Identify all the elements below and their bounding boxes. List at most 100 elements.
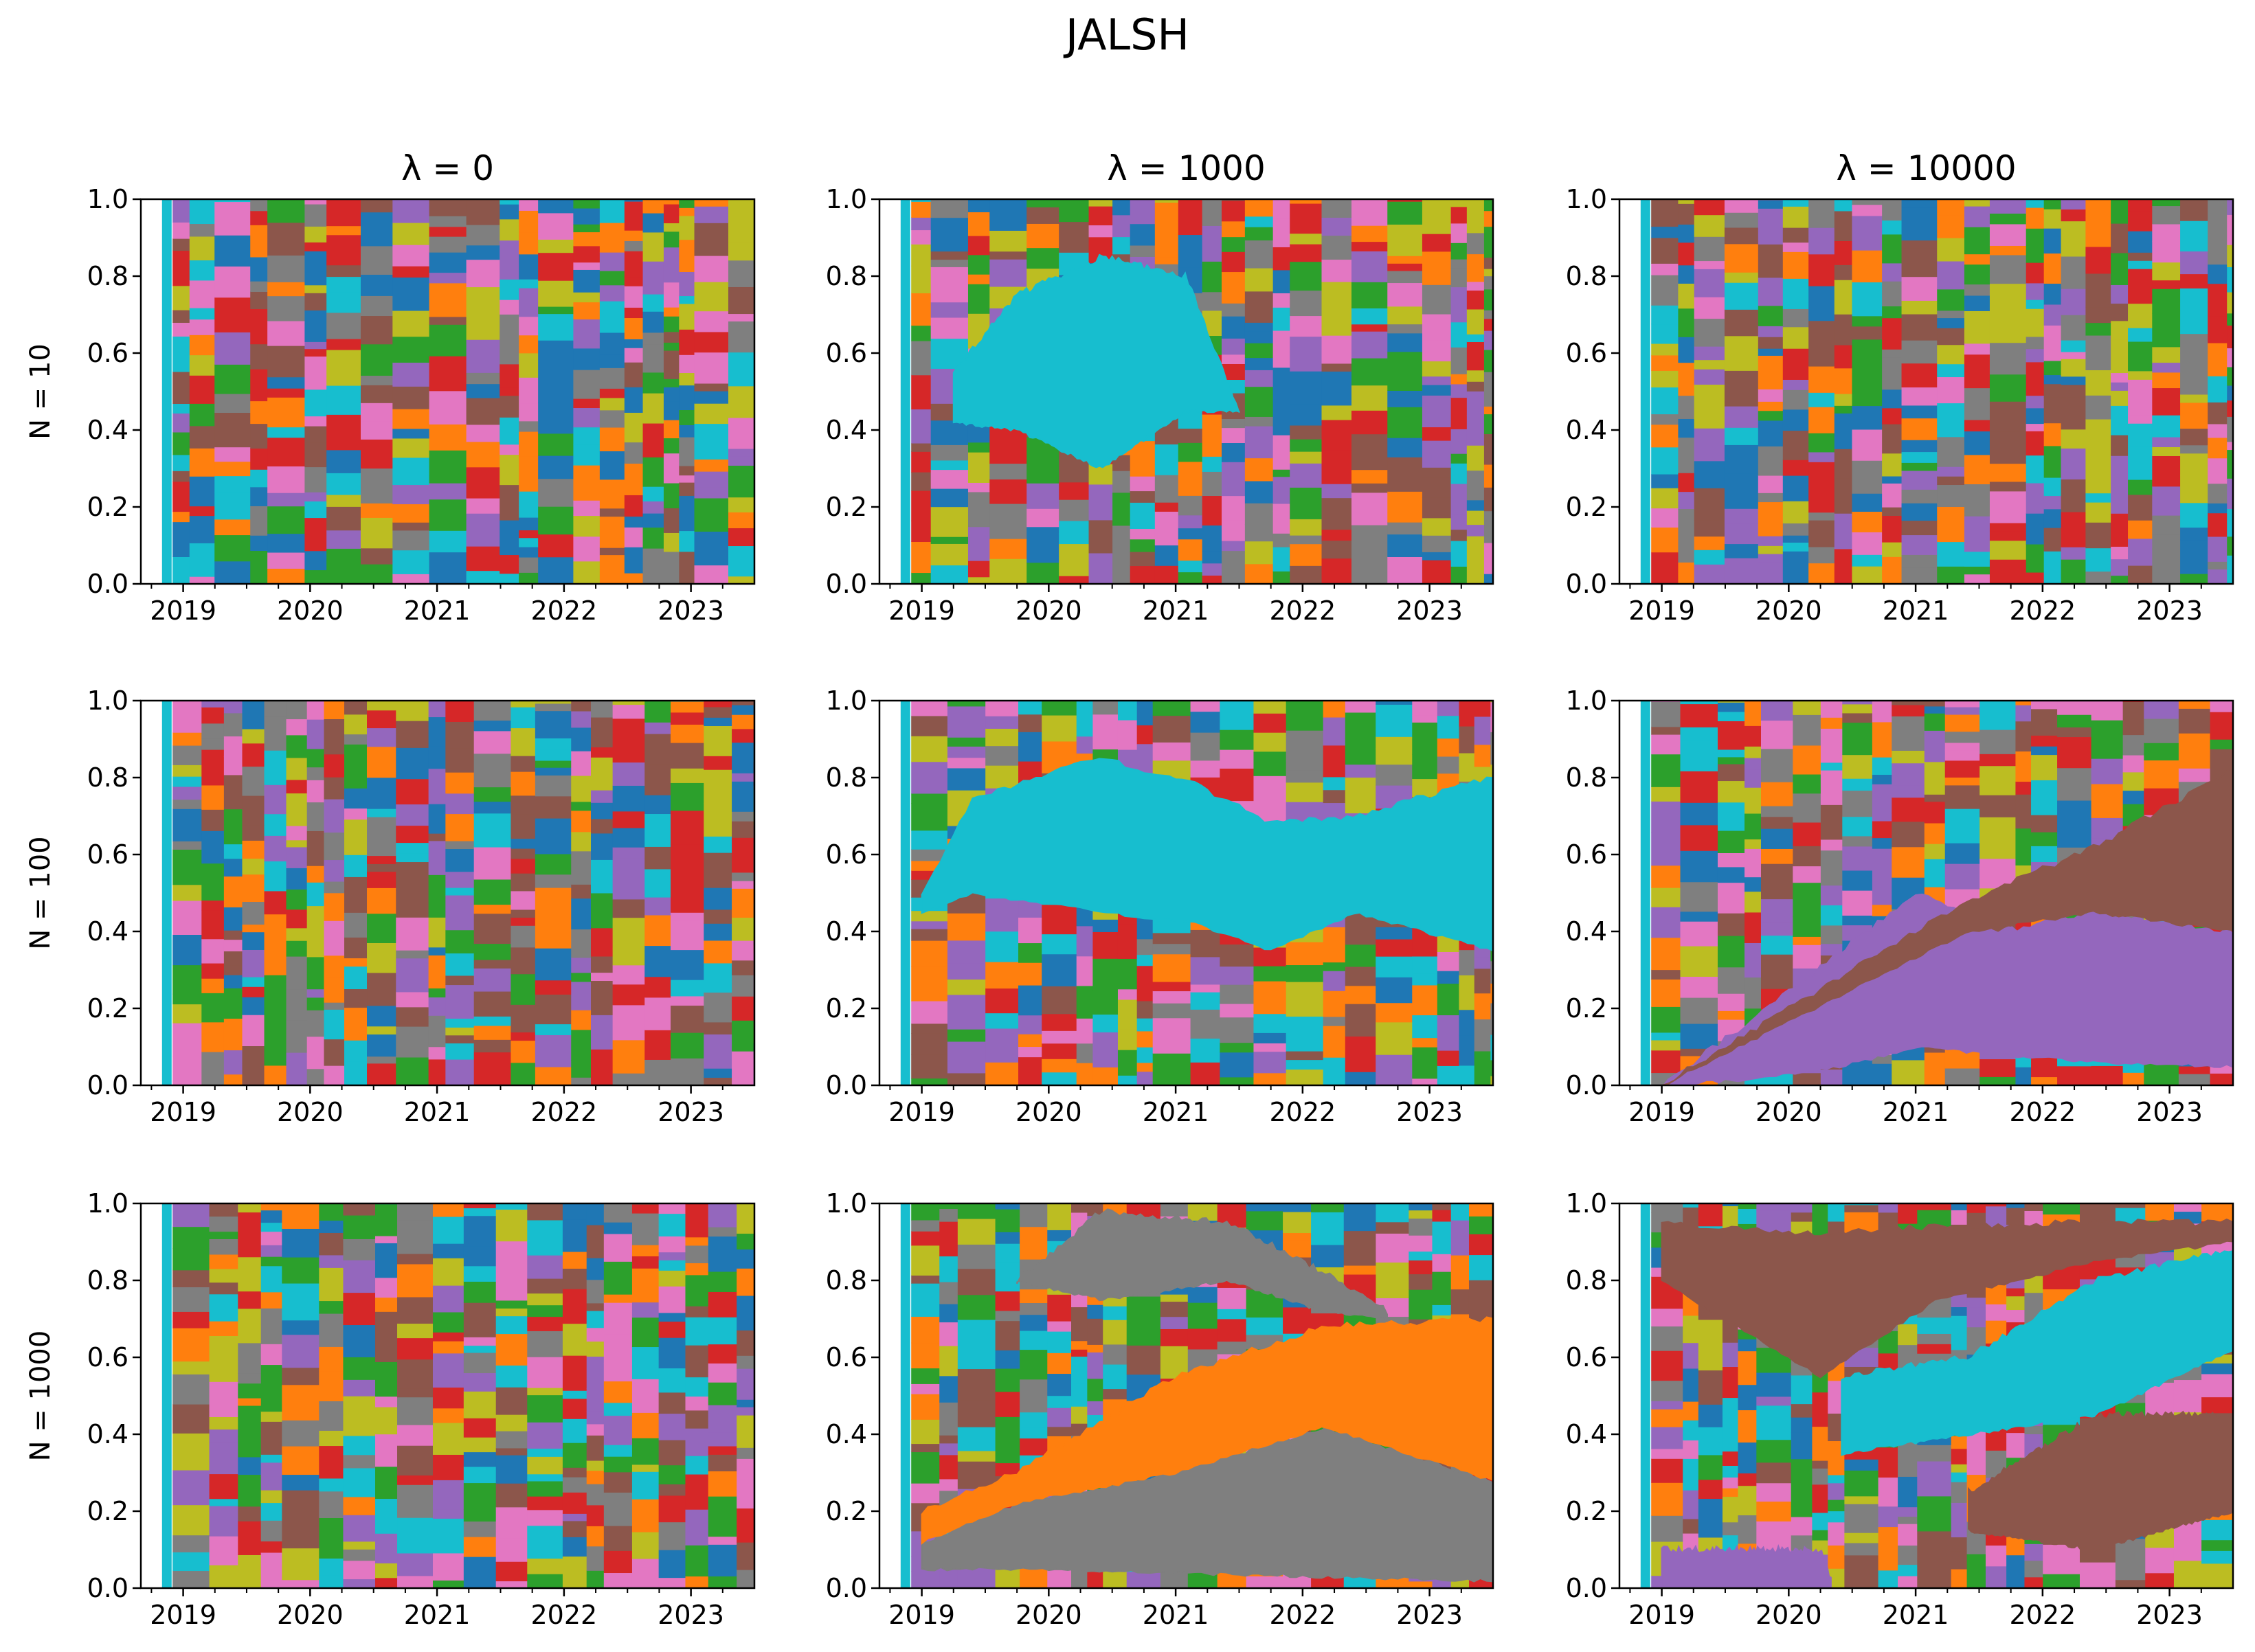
weight-band (1820, 717, 1843, 729)
weight-band (429, 324, 467, 357)
weight-band (1217, 1341, 1247, 1355)
weight-band (214, 201, 251, 236)
weight-band (732, 881, 754, 889)
weight-band (267, 552, 305, 569)
x-tick-label: 2020 (1755, 1097, 1822, 1127)
weight-band (1290, 298, 1323, 317)
weight-band (573, 199, 601, 209)
weight-band (527, 1509, 563, 1526)
weight-band (223, 930, 243, 940)
weight-band (463, 1509, 497, 1522)
weight-band (603, 1525, 633, 1551)
weight-band (1651, 1203, 1683, 1213)
weight-band (1286, 964, 1324, 982)
weight-band (396, 701, 429, 721)
weight-band (1724, 370, 1759, 407)
weight-band (1190, 701, 1220, 712)
weight-band (466, 259, 500, 288)
weight-band (1474, 968, 1491, 994)
weight-band (2180, 394, 2208, 403)
weight-band (2057, 714, 2092, 727)
weight-band (2015, 854, 2032, 865)
weight-band (445, 1018, 475, 1028)
weight-band (282, 1282, 319, 1309)
weight-band (1842, 835, 1873, 847)
weight-band (1828, 1474, 1845, 1484)
weight-band (2043, 495, 2062, 510)
weight-band (1152, 943, 1191, 955)
weight-band (685, 1509, 709, 1546)
weight-band (260, 1475, 282, 1491)
axes-frame (1618, 699, 2234, 1087)
weight-band (1760, 720, 1793, 749)
weight-band (1253, 751, 1287, 776)
weight-band (1474, 701, 1491, 717)
weight-band (209, 1442, 238, 1475)
weight-band (397, 1475, 434, 1485)
weight-band (1178, 572, 1203, 584)
weight-band (728, 260, 754, 287)
weight-band (2026, 407, 2045, 425)
weight-band (957, 1244, 996, 1269)
x-tick-label: 2022 (2010, 1600, 2076, 1630)
weight-band (495, 1333, 528, 1366)
weight-band (535, 710, 572, 738)
weight-band (995, 1350, 1020, 1369)
weight-band (1450, 223, 1468, 243)
weight-band (995, 1391, 1020, 1417)
weight-band (1323, 716, 1346, 746)
weight-band (223, 736, 243, 757)
weight-band (612, 964, 645, 985)
x-tick-label: 2022 (2010, 596, 2076, 626)
weight-band (201, 900, 225, 911)
weight-band (1793, 822, 1821, 846)
weight-band (1412, 701, 1438, 716)
weight-band (223, 939, 243, 952)
weight-band (473, 1025, 512, 1040)
weight-band (428, 701, 446, 718)
weight-band (519, 335, 539, 354)
weight-band (995, 1209, 1020, 1232)
weight-band (367, 913, 396, 943)
weight-band (1136, 701, 1154, 725)
weight-band (324, 1039, 345, 1066)
weight-band (367, 863, 396, 872)
weight-band (911, 1023, 948, 1034)
weight-band (2031, 716, 2058, 736)
weight-band (1437, 701, 1460, 716)
weight-band (282, 1203, 319, 1229)
weight-band (2111, 434, 2129, 456)
weight-band (445, 975, 475, 986)
weight-band (1437, 1050, 1460, 1066)
weight-band (2152, 436, 2181, 447)
weight-band (2227, 555, 2233, 584)
weight-band (571, 831, 592, 852)
y-tick-label: 0.2 (1566, 492, 1607, 522)
weight-band (2015, 751, 2032, 782)
weight-band (1483, 510, 1493, 543)
weight-band (223, 907, 243, 931)
weight-band (1651, 305, 1679, 325)
weight-band (1872, 784, 1892, 806)
weight-band (2128, 370, 2153, 380)
weight-band (2208, 536, 2228, 562)
weight-band (1020, 1314, 1048, 1331)
weight-band (2031, 746, 2058, 756)
weight-band (344, 819, 368, 855)
weight-band (1202, 551, 1222, 564)
weight-band (1791, 1506, 1813, 1517)
weight-band (1979, 828, 2017, 859)
weight-band (911, 265, 932, 294)
weight-band (573, 224, 601, 233)
weight-band (1834, 548, 1853, 584)
axes-frame (139, 1202, 756, 1589)
weight-band (1047, 1331, 1072, 1353)
weight-band (603, 1402, 633, 1416)
weight-band (2006, 1203, 2026, 1208)
weight-band (326, 473, 361, 495)
weight-band (1437, 1065, 1460, 1085)
weight-band (939, 1256, 958, 1282)
row-label: N = 1000 (25, 1331, 56, 1462)
weight-band (1964, 387, 1990, 420)
weight-band (1026, 199, 1059, 207)
